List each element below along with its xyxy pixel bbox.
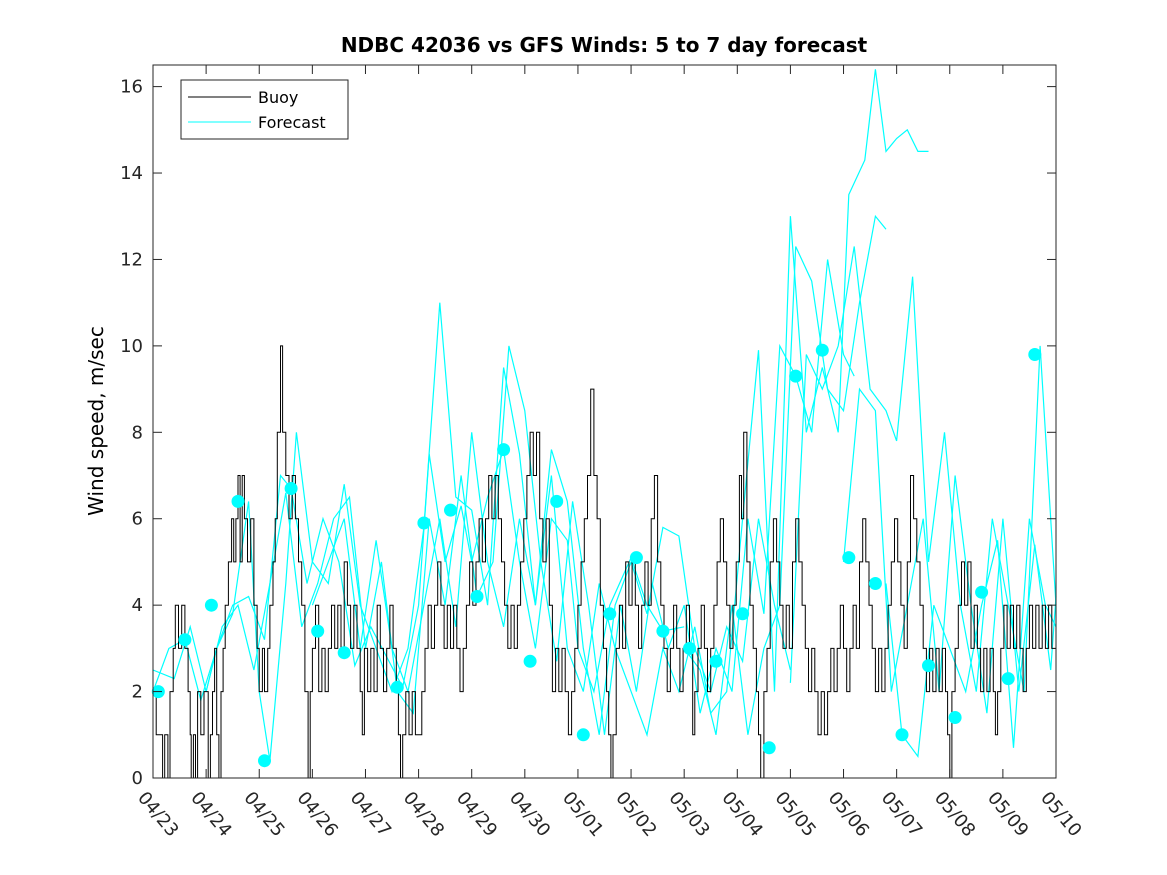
forecast-line-2	[205, 259, 855, 735]
chart-title: NDBC 42036 vs GFS Winds: 5 to 7 day fore…	[341, 33, 868, 57]
forecast-dot-28	[922, 659, 935, 673]
y-tick-label-16: 16	[120, 77, 143, 98]
y-tick-label-4: 4	[132, 595, 143, 616]
y-tick-label-14: 14	[120, 163, 143, 184]
forecast-line-6	[842, 387, 1057, 714]
plot-frame	[152, 64, 1057, 779]
forecast-line-4	[683, 214, 887, 735]
legend-label-buoy: Buoy	[258, 88, 298, 107]
y-tick-label-8: 8	[132, 422, 143, 443]
buoy-line	[153, 345, 1057, 779]
forecast-dot-9	[417, 516, 431, 530]
legend-box	[180, 79, 349, 140]
forecast-line-0	[152, 449, 685, 703]
forecast-dot-30	[975, 585, 989, 599]
forecast-dot-17	[629, 551, 643, 565]
forecast-dot-10	[444, 503, 457, 517]
forecast-dot-16	[603, 607, 617, 621]
forecast-dot-21	[736, 607, 750, 621]
forecast-dots-layer	[151, 343, 1042, 768]
plot-area	[153, 65, 1056, 778]
forecast-dot-6	[311, 624, 325, 638]
y-axis-label: Wind speed, m/sec	[84, 326, 108, 516]
forecast-dot-18	[656, 624, 670, 638]
y-tick-label-2: 2	[132, 682, 143, 703]
y-tick-label-12: 12	[120, 249, 143, 270]
forecast-dot-8	[390, 680, 404, 694]
forecast-dot-20	[709, 654, 723, 668]
forecast-dot-5	[284, 482, 298, 495]
forecast-line-3	[311, 69, 929, 738]
forecast-line-1	[152, 302, 791, 761]
y-tick-label-6: 6	[132, 509, 143, 530]
forecast-dot-1	[178, 633, 192, 647]
forecast-dot-11	[470, 590, 484, 603]
legend: Buoy Forecast	[180, 79, 349, 140]
forecast-dot-23	[789, 369, 803, 383]
forecast-dot-2	[204, 598, 218, 612]
forecast-dot-29	[948, 711, 962, 724]
forecast-dot-15	[576, 728, 590, 742]
forecast-dot-12	[497, 443, 511, 457]
y-tick-label-0: 0	[132, 768, 143, 789]
forecast-dot-26	[868, 577, 882, 590]
forecast-dot-32	[1028, 348, 1042, 361]
forecast-dot-27	[895, 728, 909, 742]
forecast-dot-25	[842, 551, 856, 565]
forecast-dot-19	[683, 641, 696, 655]
y-tick-label-10: 10	[120, 336, 143, 357]
legend-label-forecast: Forecast	[258, 113, 326, 132]
forecast-dot-14	[550, 494, 564, 508]
forecast-dot-31	[1001, 672, 1015, 686]
forecast-dot-4	[258, 754, 271, 768]
forecast-dot-13	[523, 654, 537, 668]
forecast-dot-22	[762, 741, 776, 755]
forecast-dot-7	[337, 646, 351, 660]
forecast-dot-24	[815, 343, 829, 357]
forecast-dot-3	[231, 494, 245, 508]
forecast-line-5	[789, 246, 1057, 692]
series-layer	[152, 69, 1057, 779]
